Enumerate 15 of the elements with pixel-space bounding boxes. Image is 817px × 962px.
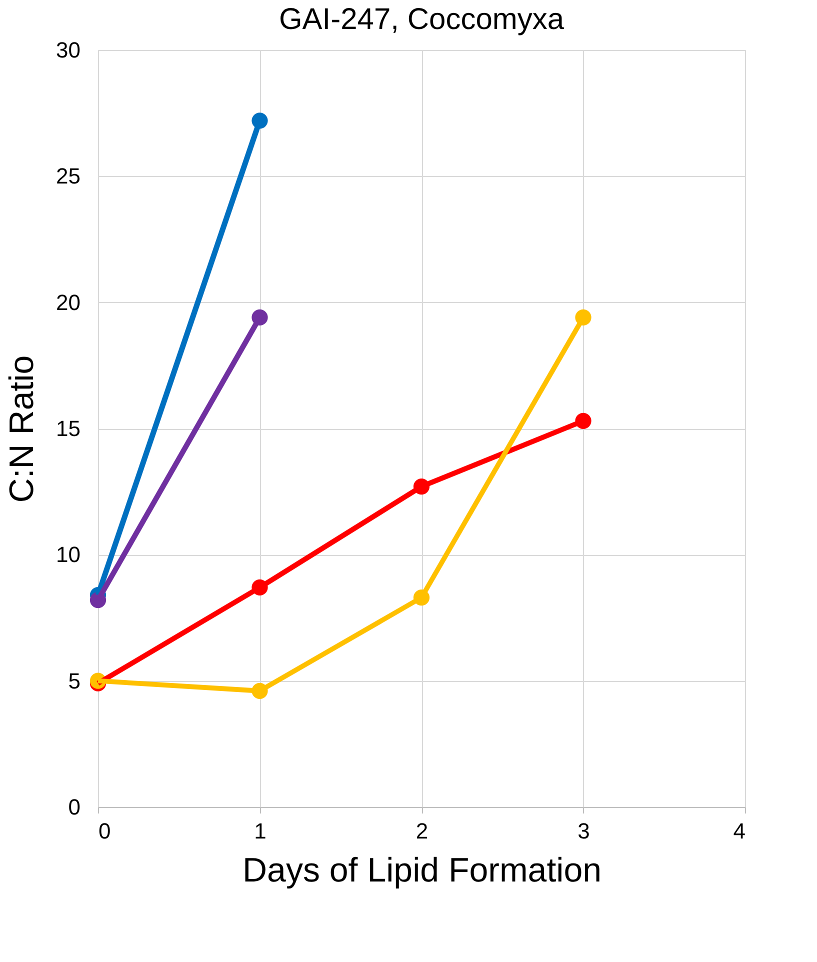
y-tick-label: 25 xyxy=(56,164,80,189)
x-tick-label: 4 xyxy=(733,818,746,844)
x-tick-label: 1 xyxy=(254,818,266,844)
x-tick-label: 3 xyxy=(578,818,590,844)
chart-title: GAI-247, Coccomyxa xyxy=(278,3,564,36)
y-tick-label: 0 xyxy=(68,794,80,820)
y-tick-label: 20 xyxy=(56,290,80,315)
y-tick-label: 15 xyxy=(56,416,80,441)
y-tick-label: 5 xyxy=(68,668,80,694)
y-tick-label: 30 xyxy=(56,38,80,62)
x-tick-label: 2 xyxy=(416,818,428,844)
x-axis-title: Days of Lipid Formation xyxy=(242,852,602,890)
y-axis-title: C:N Ratio xyxy=(3,355,42,503)
y-tick-label: 10 xyxy=(56,542,80,568)
x-tick-label: 0 xyxy=(98,818,111,844)
